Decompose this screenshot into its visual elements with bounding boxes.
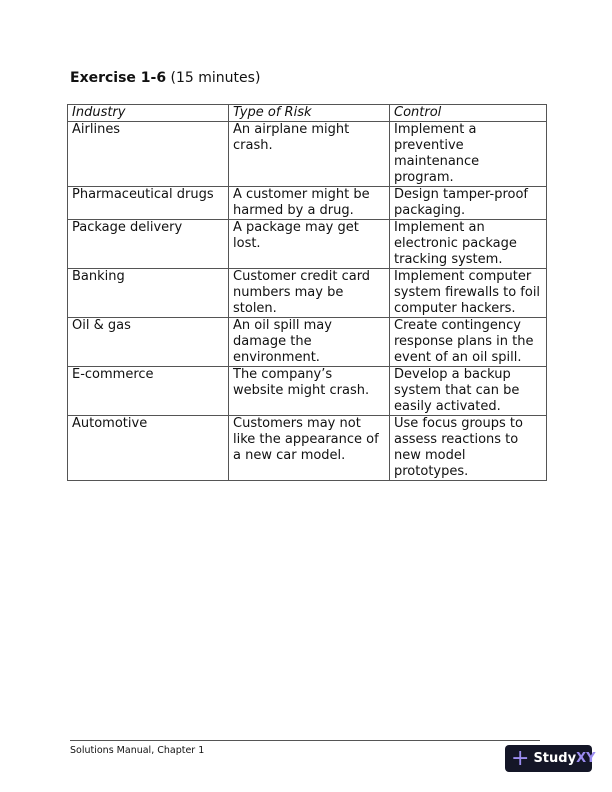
table-row: Airlines An airplane might crash. Implemen… — [67, 121, 547, 187]
table-row: Banking Customer credit card numbers may … — [67, 268, 547, 318]
control-cell: Implement an electronic package tracking… — [389, 219, 547, 269]
risk-cell: A package may get lost. — [228, 219, 390, 269]
studyxy-logo: + Study XY — [505, 745, 596, 772]
risk-cell: The company’s website might crash. — [228, 366, 390, 416]
industry-cell: Automotive — [67, 415, 229, 481]
risk-cell: An airplane might crash. — [228, 121, 390, 187]
industry-cell: Airlines — [67, 121, 229, 187]
exercise-title: Exercise 1-6 (15 minutes) — [70, 70, 260, 86]
control-cell: Implement computer system firewalls to f… — [389, 268, 547, 318]
risk-cell: Customer credit card numbers may be stol… — [228, 268, 390, 318]
header-control: Control — [389, 104, 547, 122]
table-row: Pharmaceutical drugs A customer might be … — [67, 186, 547, 220]
exercise-number: Exercise 1-6 — [70, 70, 167, 86]
industry-cell: Package delivery — [67, 219, 229, 269]
control-cell: Implement a preventive maintenance progr… — [389, 121, 547, 187]
table-row: Automotive Customers may not like the app… — [67, 415, 547, 481]
risk-cell: A customer might be harmed by a drug. — [228, 186, 390, 220]
control-cell: Develop a backup system that can be easi… — [389, 366, 547, 416]
exercise-duration: (15 minutes) — [166, 70, 261, 86]
industry-cell: Oil & gas — [67, 317, 229, 367]
risk-cell: Customers may not like the appearance of… — [228, 415, 390, 481]
control-cell: Use focus groups to assess reactions to … — [389, 415, 547, 481]
header-risk: Type of Risk — [228, 104, 390, 122]
footer-text: Solutions Manual, Chapter 1 — [70, 745, 205, 756]
table-row: Oil & gas An oil spill may damage the env… — [67, 317, 547, 367]
industry-cell: Pharmaceutical drugs — [67, 186, 229, 220]
table-row: E-commerce The company’s website might cr… — [67, 366, 547, 416]
control-cell: Create contingency response plans in the… — [389, 317, 547, 367]
header-industry: Industry — [67, 104, 229, 122]
industry-cell: E-commerce — [67, 366, 229, 416]
table-header-row: Industry Type of Risk Control — [67, 104, 547, 122]
control-cell: Design tamper-proof packaging. — [389, 186, 547, 220]
risk-cell: An oil spill may damage the environment. — [228, 317, 390, 367]
risk-table: Industry Type of Risk Control Airlines An… — [67, 104, 547, 481]
table-row: Package delivery A package may get lost. I… — [67, 219, 547, 269]
plus-icon: + — [511, 745, 530, 771]
industry-cell: Banking — [67, 268, 229, 318]
footer-divider — [70, 740, 540, 741]
